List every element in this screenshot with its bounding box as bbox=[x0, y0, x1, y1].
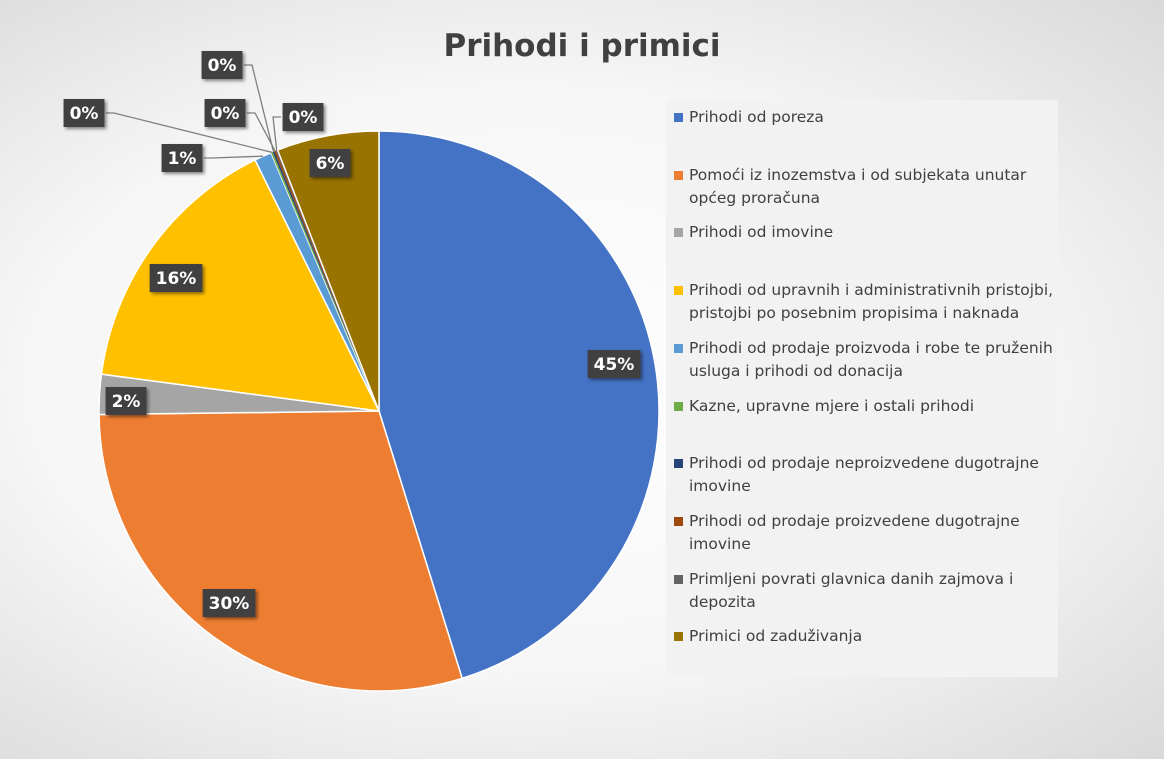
data-label: 30% bbox=[202, 589, 256, 617]
data-label-box bbox=[309, 149, 351, 177]
legend-item: Prihodi od poreza bbox=[674, 106, 1064, 129]
legend-swatch bbox=[674, 286, 683, 296]
data-label-box bbox=[587, 350, 641, 378]
data-label: 16% bbox=[149, 264, 203, 292]
legend-swatch bbox=[674, 401, 683, 411]
pie-slice bbox=[276, 130, 380, 412]
data-label-box bbox=[282, 103, 324, 131]
legend: Prihodi od poreza Pomoći iz inozemstva i … bbox=[666, 100, 1058, 677]
legend-label: Prihodi od prodaje neproizvedene dugotra… bbox=[689, 454, 1039, 496]
legend-item: Prihodi od prodaje neproizvedene dugotra… bbox=[674, 452, 1064, 498]
legend-label: Prihodi od prodaje proizvedene dugotrajn… bbox=[689, 511, 1020, 553]
data-label: 2% bbox=[105, 387, 147, 415]
data-label: 1% bbox=[161, 144, 203, 172]
data-label-box bbox=[63, 99, 105, 127]
legend-swatch bbox=[674, 459, 683, 469]
data-label-box bbox=[202, 589, 256, 617]
legend-item: Prihodi od upravnih i administrativnih p… bbox=[674, 279, 1064, 325]
data-label-text: 0% bbox=[70, 104, 99, 124]
leader-line bbox=[244, 64, 275, 152]
legend-swatch bbox=[674, 574, 683, 584]
leader-line bbox=[204, 155, 263, 159]
data-label-text: 6% bbox=[316, 154, 345, 174]
pie-slice bbox=[100, 158, 381, 412]
data-label-text: 0% bbox=[289, 108, 318, 128]
legend-item: Prihodi od imovine bbox=[674, 221, 1064, 244]
legend-item: Pomoći iz inozemstva i od subjekata unut… bbox=[674, 164, 1064, 210]
legend-item: Primljeni povrati glavnica danih zajmova… bbox=[674, 568, 1064, 614]
data-label: 0% bbox=[201, 51, 243, 79]
pie-slice bbox=[274, 150, 379, 411]
data-label-box bbox=[149, 264, 203, 292]
data-label-box bbox=[105, 387, 147, 415]
legend-swatch bbox=[674, 343, 683, 353]
data-label-text: 1% bbox=[168, 149, 197, 169]
legend-item: Primici od zaduživanja bbox=[674, 625, 1064, 648]
data-label: 0% bbox=[63, 99, 105, 127]
leader-line bbox=[106, 112, 273, 153]
data-label-box bbox=[201, 51, 243, 79]
legend-label: Pomoći iz inozemstva i od subjekata unut… bbox=[689, 165, 1027, 207]
data-label-text: 30% bbox=[209, 594, 250, 614]
chart-title: Prihodi i primici bbox=[443, 28, 720, 64]
legend-label: Kazne, upravne mjere i ostali prihodi bbox=[689, 396, 975, 415]
legend-label: Prihodi od poreza bbox=[689, 108, 824, 126]
legend-label: Prihodi od imovine bbox=[689, 223, 834, 242]
leader-line bbox=[272, 116, 281, 151]
legend-swatch bbox=[674, 228, 683, 238]
legend-item: Prihodi od prodaje proizvoda i robe te p… bbox=[674, 337, 1064, 383]
data-label-text: 0% bbox=[211, 104, 240, 124]
legend-swatch bbox=[674, 170, 683, 180]
legend-swatch bbox=[674, 113, 683, 122]
data-label-text: 16% bbox=[156, 269, 197, 289]
legend-label: Primici od zaduživanja bbox=[689, 627, 863, 646]
pie-slice bbox=[272, 151, 379, 411]
data-label-text: 2% bbox=[112, 392, 141, 412]
data-label: 0% bbox=[204, 99, 246, 127]
data-label: 0% bbox=[282, 103, 324, 131]
data-label-box bbox=[161, 144, 203, 172]
data-label: 6% bbox=[309, 149, 351, 177]
legend-label: Prihodi od prodaje proizvoda i robe te p… bbox=[689, 338, 1053, 380]
data-label-box bbox=[204, 99, 246, 127]
data-label-text: 0% bbox=[208, 56, 237, 76]
legend-swatch bbox=[674, 632, 683, 642]
legend-item: Kazne, upravne mjere i ostali prihodi bbox=[674, 395, 1064, 418]
pie-slice bbox=[98, 410, 464, 692]
data-label-text: 45% bbox=[594, 355, 635, 375]
data-label: 45% bbox=[587, 350, 641, 378]
legend-label: Prihodi od upravnih i administrativnih p… bbox=[689, 281, 1054, 323]
legend-item: Prihodi od prodaje proizvedene dugotrajn… bbox=[674, 510, 1064, 556]
pie-slice bbox=[378, 130, 660, 680]
legend-swatch bbox=[674, 516, 683, 526]
legend-label: Primljeni povrati glavnica danih zajmova… bbox=[689, 569, 1014, 611]
leader-line bbox=[247, 112, 276, 152]
pie-slice bbox=[271, 151, 379, 411]
